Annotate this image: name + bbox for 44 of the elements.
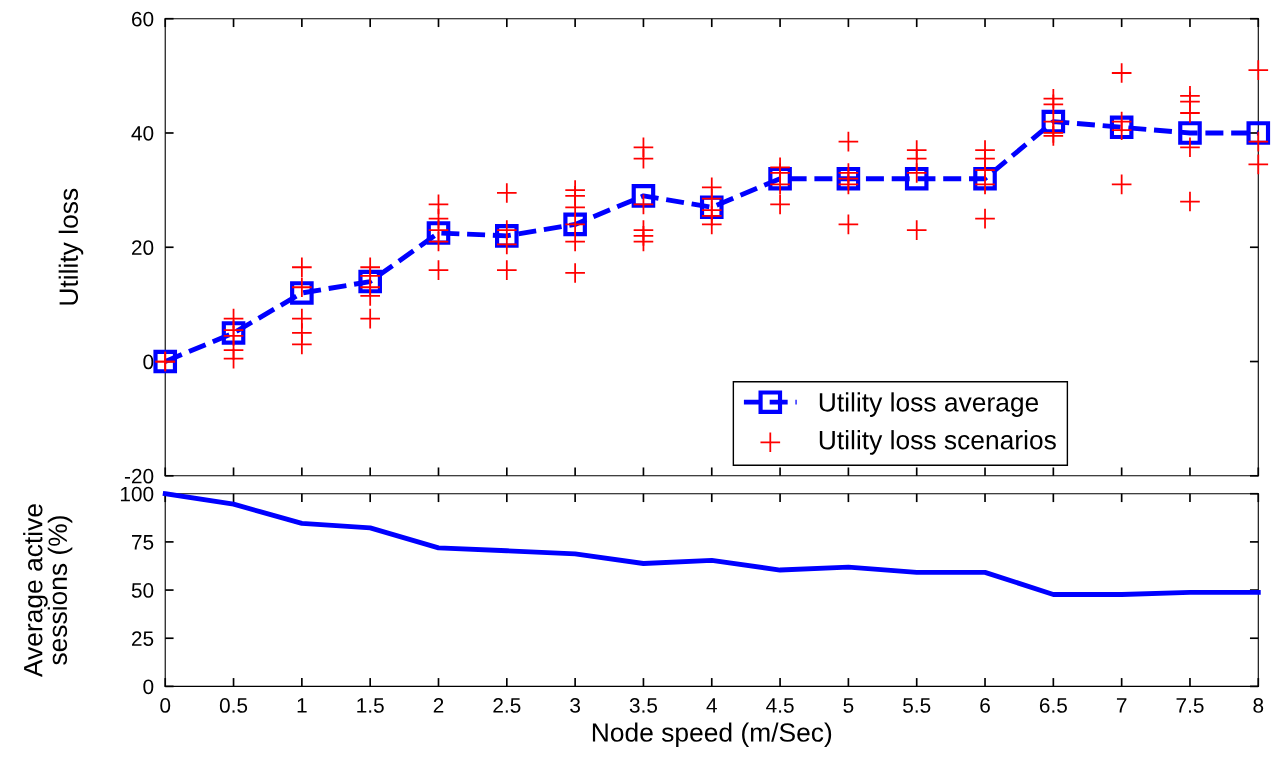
x-tick-label: 1 (297, 698, 307, 713)
x-tick-label: 3 (570, 698, 581, 713)
x-tick-label: 7.5 (1176, 698, 1204, 713)
point (1246, 121, 1271, 145)
point (426, 221, 451, 245)
x-tick-label: 0 (160, 698, 171, 713)
x-tick-label: 0.5 (219, 698, 248, 713)
x-tick-label: 1.5 (357, 698, 384, 713)
x-tick-label: 6 (980, 698, 990, 713)
point (904, 166, 929, 191)
y-tick-label: 0 (143, 679, 154, 695)
legend-label: Utility loss scenarios (819, 430, 1056, 455)
x-tick-label: 3.5 (629, 698, 658, 713)
x-tick-label: 2 (433, 698, 444, 713)
x-tick-label: 5.5 (903, 698, 931, 713)
point (1109, 115, 1134, 140)
point (1178, 121, 1202, 145)
x-axis-title: Node speed (m/Sec) (592, 722, 832, 748)
y-tick-label: 60 (132, 11, 154, 27)
point (221, 321, 246, 345)
x-tick-label: 5 (843, 698, 854, 713)
x-tick-label: 8 (1253, 698, 1264, 713)
legend-label: Utility loss average (819, 392, 1039, 417)
point (358, 269, 382, 294)
x-tick-label: 4 (706, 698, 717, 713)
point (973, 166, 997, 191)
point (699, 195, 724, 220)
y-tick-label: 20 (132, 240, 154, 256)
point (495, 224, 519, 248)
x-tick-label: 4.5 (766, 698, 794, 713)
y-tick-label: 50 (131, 583, 154, 598)
y-tick-label: 40 (131, 125, 154, 141)
point (631, 184, 656, 208)
y-tick-label: 25 (132, 631, 154, 646)
y-tick-label: 75 (132, 535, 154, 550)
x-tick-label: 2.5 (493, 698, 521, 713)
y-axis-title: Utility loss (58, 188, 84, 305)
point (290, 281, 314, 305)
y-axis-title: Average active sessions (%) (23, 504, 73, 678)
x-tick-label: 7 (1116, 698, 1127, 713)
y-tick-label: 100 (120, 486, 154, 502)
x-tick-label: 6.5 (1039, 698, 1067, 713)
point (768, 166, 792, 191)
y-tick-label: -20 (124, 468, 154, 484)
